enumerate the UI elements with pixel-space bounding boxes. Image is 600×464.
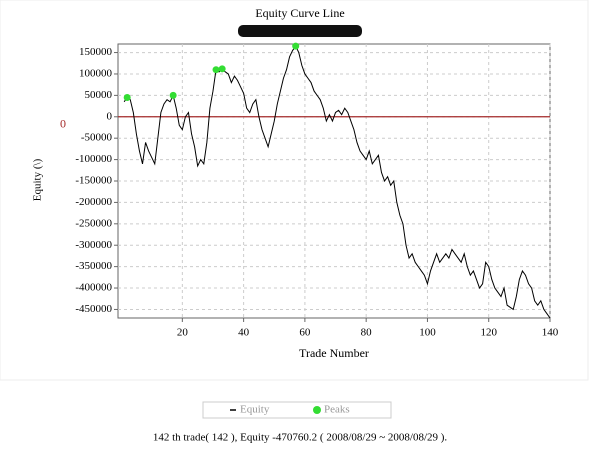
y-tick-label: -50000 [81,132,113,144]
y-tick-label: -100000 [75,153,112,165]
footer: 142 th trade( 142 ), Equity -470760.2 ( … [153,432,448,444]
x-tick-label: 120 [480,327,497,339]
equity-line [123,45,551,319]
redacted-subtitle [238,25,362,37]
x-tick-label: 80 [361,327,373,339]
legend [202,401,392,419]
y-tick-label: 50000 [85,89,113,101]
y-tick-label: 0 [107,110,113,122]
legend-label: Peaks [324,404,350,416]
peak-point [212,66,220,74]
legend-label: Equity [240,404,270,416]
peak-point [292,42,300,50]
y-tick-label: -200000 [75,196,112,208]
y-axis-label: Equity (\) [32,158,44,201]
x-axis-label: Trade Number [299,346,369,360]
x-tick-label: 20 [177,327,189,339]
reference-label: 0 [60,117,66,131]
peak-point [169,91,177,99]
x-tick-label: 140 [542,327,559,339]
x-tick-label: 40 [238,327,250,339]
x-tick-label: 100 [419,327,436,339]
chart-title: Equity Curve Line [255,6,344,20]
y-tick-label: 150000 [79,46,113,58]
peak-point [218,65,226,73]
y-tick-label: -350000 [75,260,112,272]
y-tick-label: -400000 [75,282,112,294]
y-tick-label: -150000 [75,175,112,187]
y-tick-label: -450000 [75,303,112,315]
y-tick-label: 100000 [79,68,113,80]
y-tick-label: -250000 [75,217,112,229]
legend-swatch [313,406,321,414]
peak-point [123,94,131,102]
y-tick-label: -300000 [75,239,112,251]
x-tick-label: 60 [299,327,311,339]
